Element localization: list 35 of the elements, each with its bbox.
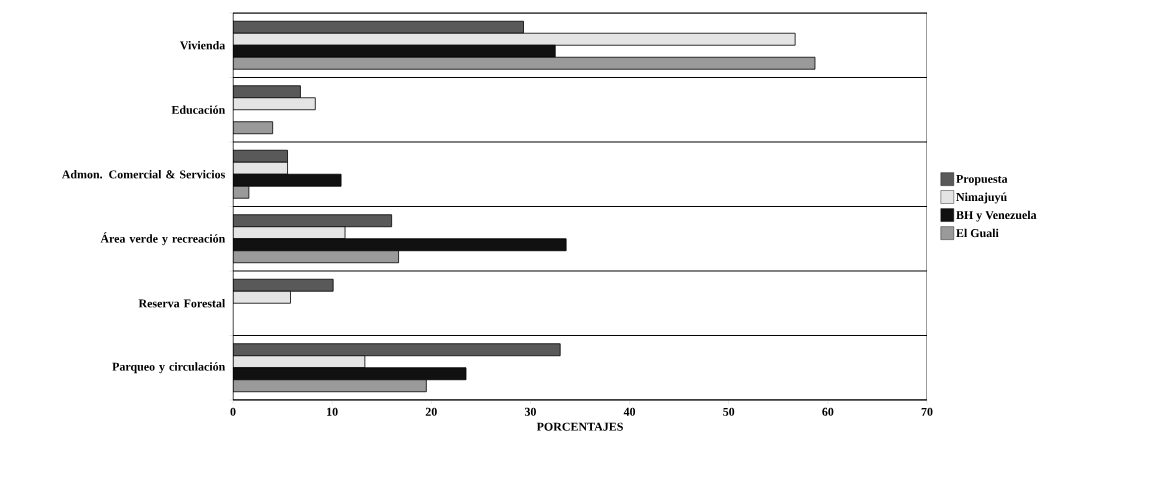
bar — [233, 173, 342, 187]
y-tick-label: Reserva Forestal — [138, 299, 226, 308]
x-tick-label: 30 — [524, 407, 536, 416]
bar — [233, 250, 399, 264]
bar — [233, 214, 393, 228]
bar — [233, 379, 427, 393]
x-tick-label: 20 — [425, 407, 437, 416]
y-tick-label: Educación — [171, 105, 226, 114]
x-tick-label: 40 — [623, 407, 636, 416]
bar — [233, 367, 467, 381]
bar — [233, 97, 316, 111]
bar — [233, 343, 561, 357]
bar — [233, 85, 301, 99]
bar — [233, 20, 524, 34]
bar — [233, 238, 567, 252]
y-tick-label: Área verde y recreación — [100, 232, 226, 246]
x-tick-label: 50 — [723, 407, 735, 416]
x-tick-label: 10 — [327, 407, 338, 416]
x-tick-label: 70 — [921, 407, 933, 416]
x-tick-label: 60 — [822, 407, 834, 416]
bar — [233, 278, 334, 292]
legend-label: BH y Venezuela — [956, 210, 1037, 222]
bar — [233, 226, 346, 240]
legend-label: Nimajuyú — [956, 192, 1007, 204]
legend-label: El Guali — [956, 228, 999, 238]
legend-label: Propuesta — [956, 174, 1008, 186]
x-axis-title: PORCENTAJES — [536, 422, 623, 431]
bar — [233, 56, 816, 70]
bar — [233, 355, 366, 369]
bar — [233, 32, 796, 46]
y-tick-label: Parqueo y circulación — [112, 362, 226, 374]
y-tick-label: Admon. Comercial & Servicios — [61, 170, 225, 179]
bar — [233, 44, 556, 58]
x-tick-label: 0 — [230, 407, 236, 416]
y-tick-label: Vivienda — [179, 41, 226, 50]
